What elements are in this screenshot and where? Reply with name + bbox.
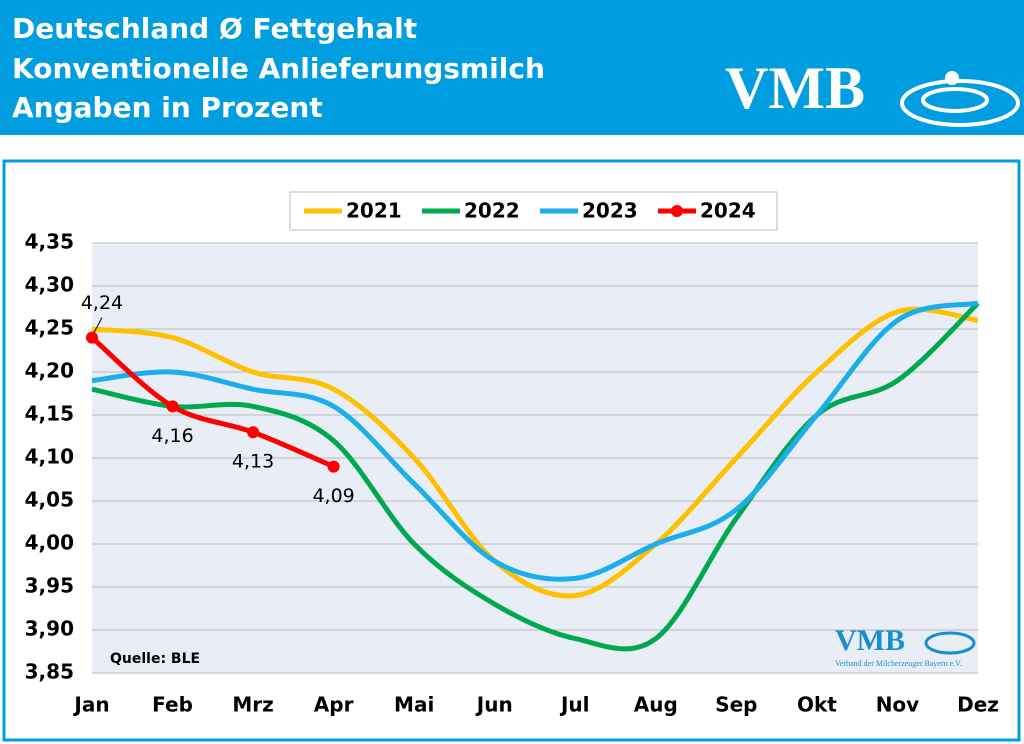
data-label: 4,09 xyxy=(312,485,354,507)
y-tick-label: 4,35 xyxy=(25,230,74,254)
legend-label: 2023 xyxy=(582,199,638,223)
watermark-swirl xyxy=(924,631,976,655)
series-line xyxy=(91,306,979,599)
y-tick-label: 4,00 xyxy=(25,531,74,555)
x-tick-label: Aug xyxy=(634,693,678,717)
y-tick-label: 4,30 xyxy=(25,273,74,297)
x-tick-label: Apr xyxy=(314,693,354,717)
x-tick-label: Feb xyxy=(152,693,193,717)
x-tick-label: Jul xyxy=(559,693,590,717)
logo: VMB xyxy=(725,55,865,121)
marker xyxy=(166,400,179,413)
x-tick-label: Okt xyxy=(797,693,837,717)
x-tick-label: Jan xyxy=(72,693,109,717)
title-line: Konventionelle Anlieferungsmilch xyxy=(12,52,545,85)
x-tick-label: Nov xyxy=(876,693,920,717)
source: Quelle: BLE xyxy=(110,651,200,667)
x-tick-label: Mrz xyxy=(232,693,273,717)
y-tick-label: 3,90 xyxy=(25,617,74,641)
marker xyxy=(247,426,260,439)
x-tick-label: Mai xyxy=(394,693,434,717)
data-label: 4,24 xyxy=(81,292,123,314)
y-tick-label: 4,15 xyxy=(25,402,74,426)
watermark-subtitle: Verband der Milcherzeuger Bayern e.V. xyxy=(835,659,962,668)
legend-label: 2024 xyxy=(700,199,756,223)
x-tick-label: Jun xyxy=(475,693,513,717)
x-tick-label: Sep xyxy=(715,693,757,717)
series-line xyxy=(91,300,979,582)
title-line: Angaben in Prozent xyxy=(12,91,323,124)
x-tick-label: Dez xyxy=(957,693,999,717)
title-line: Deutschland Ø Fettgehalt xyxy=(12,12,417,45)
data-label: 4,13 xyxy=(232,451,274,473)
data-label: 4,16 xyxy=(151,425,193,447)
marker xyxy=(86,331,98,344)
y-tick-label: 4,05 xyxy=(25,488,74,512)
y-tick-label: 4,25 xyxy=(25,316,74,340)
logo-swirl xyxy=(900,71,1020,127)
legend-label: 2022 xyxy=(464,199,520,223)
watermark: VMB xyxy=(835,624,905,657)
y-tick-label: 4,20 xyxy=(25,359,74,383)
leader-line xyxy=(93,317,103,333)
y-tick-label: 3,95 xyxy=(25,574,74,598)
legend-label: 2021 xyxy=(346,199,402,223)
legend-marker xyxy=(671,205,683,217)
header-band xyxy=(0,0,1024,135)
series-line xyxy=(90,335,335,469)
marker xyxy=(327,460,340,473)
y-tick-label: 3,85 xyxy=(25,660,74,684)
y-tick-label: 4,10 xyxy=(25,445,74,469)
